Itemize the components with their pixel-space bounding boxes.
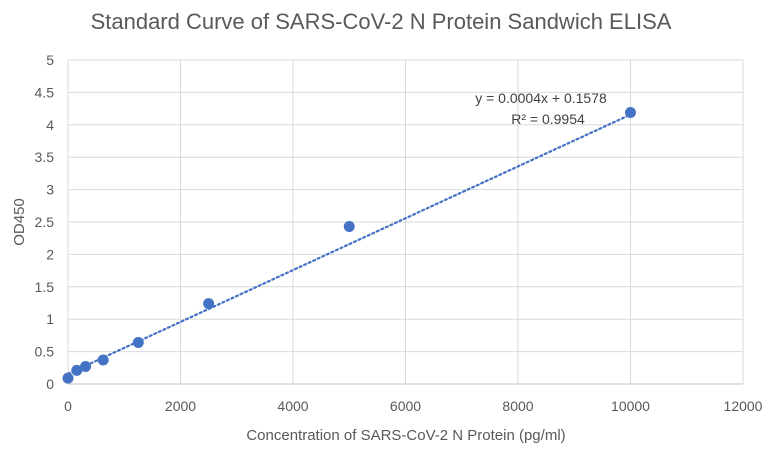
- data-point: [203, 298, 215, 310]
- gridlines: [67, 59, 744, 385]
- y-tick-label: 3: [46, 182, 54, 198]
- x-tick-label: 10000: [611, 398, 650, 414]
- y-tick-label: 2.5: [35, 214, 55, 230]
- x-tick-label: 12000: [724, 398, 763, 414]
- trendline-equation: y = 0.0004x + 0.1578: [475, 90, 607, 106]
- data-point: [343, 221, 355, 233]
- x-tick-label: 8000: [502, 398, 533, 414]
- y-tick-label: 3.5: [35, 149, 55, 165]
- y-axis-title: OD450: [11, 198, 28, 246]
- trendline: [66, 113, 632, 375]
- data-point: [625, 106, 636, 118]
- y-tick-label: 1.5: [35, 279, 55, 295]
- data-point: [71, 364, 83, 376]
- trendline-r-squared: R² = 0.9954: [511, 111, 585, 127]
- x-axis-title: Concentration of SARS-CoV-2 N Protein (p…: [246, 427, 565, 444]
- tick-labels: 0 0.5 1 1.5 2 2.5 3 3.5 4 4.5 5 0 2000 4000 6000 8000 10…: [35, 52, 763, 414]
- y-tick-label: 1: [46, 311, 54, 327]
- y-tick-label: 5: [46, 52, 54, 68]
- data-point: [80, 361, 92, 373]
- y-tick-label: 0: [46, 376, 54, 392]
- x-tick-label: 4000: [277, 398, 308, 414]
- data-point: [62, 372, 74, 384]
- y-tick-label: 4: [46, 117, 54, 133]
- y-tick-label: 0.5: [35, 344, 55, 360]
- y-tick-label: 4.5: [35, 84, 55, 100]
- trendline-layer: [66, 113, 632, 375]
- data-point: [97, 354, 109, 366]
- x-tick-label: 2000: [165, 398, 196, 414]
- x-tick-label: 0: [64, 398, 72, 414]
- x-tick-label: 6000: [390, 398, 421, 414]
- chart-title: Standard Curve of SARS-CoV-2 N Protein S…: [91, 9, 672, 34]
- y-tick-label: 2: [46, 246, 54, 262]
- data-points: [62, 106, 636, 384]
- data-point: [132, 337, 144, 349]
